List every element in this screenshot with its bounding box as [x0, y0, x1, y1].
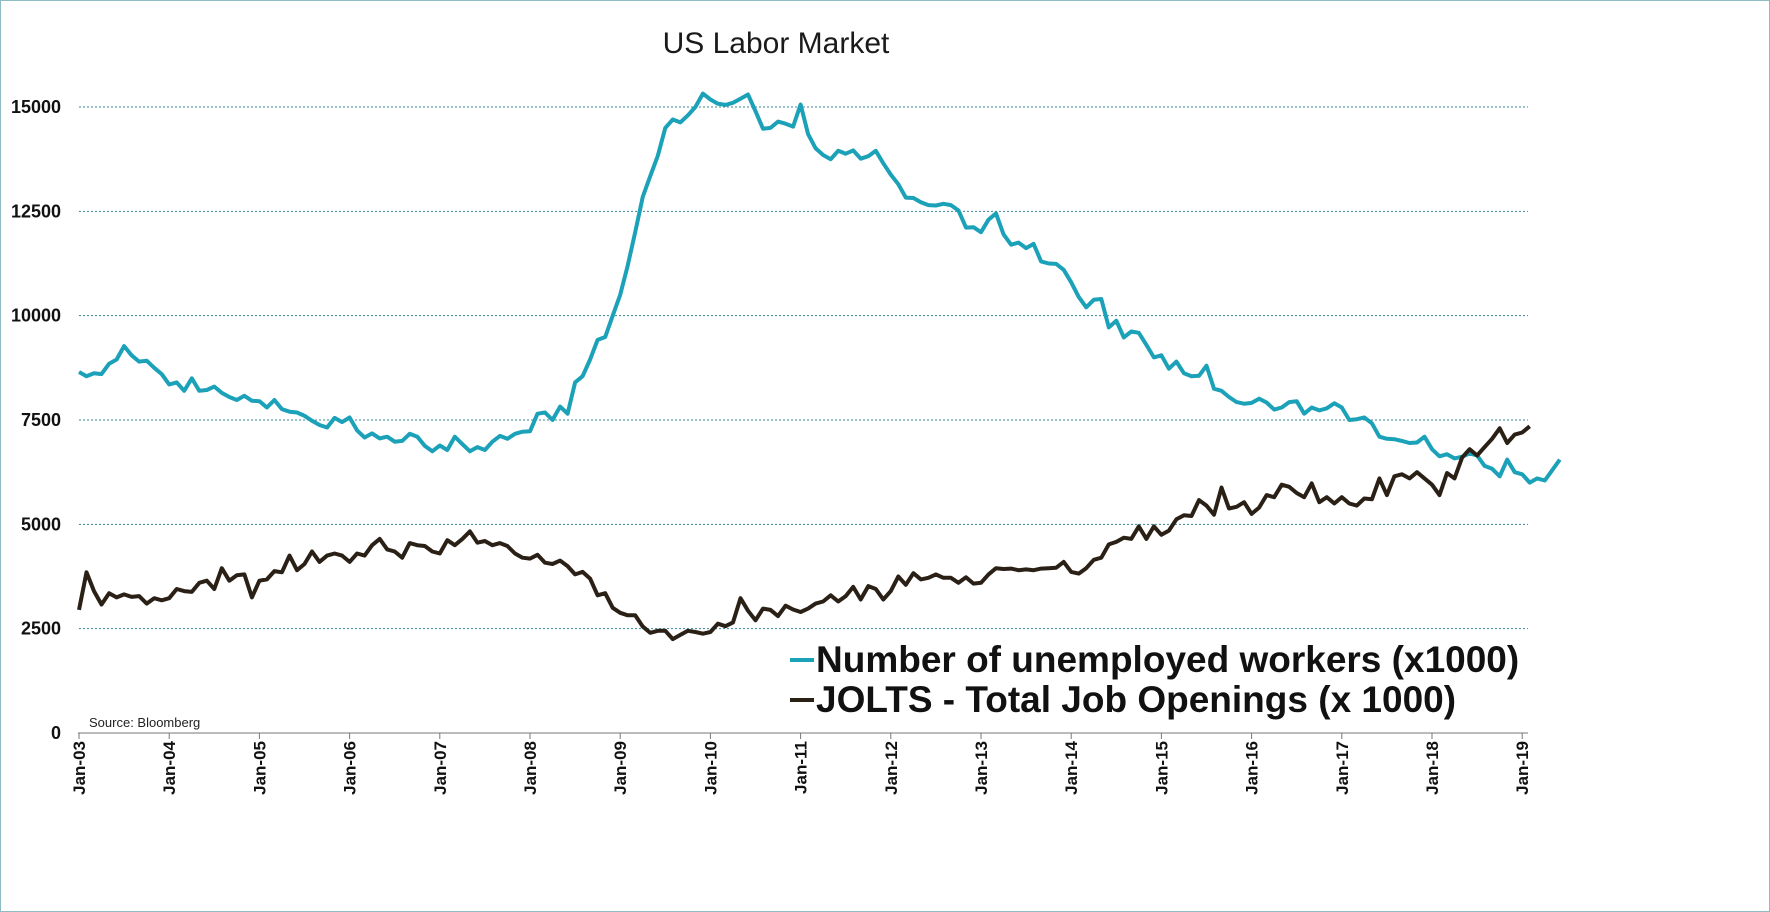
- x-tick-label: Jan-03: [70, 741, 89, 795]
- y-tick-label: 7500: [21, 410, 61, 430]
- x-tick-label: Jan-19: [1513, 741, 1532, 795]
- x-tick-label: Jan-05: [250, 741, 269, 795]
- legend: Number of unemployed workers (x1000) JOL…: [790, 639, 1519, 720]
- x-axis-ticks: Jan-03 Jan-04 Jan-05 Jan-06 Jan-07 Jan-08 Jan-…: [70, 733, 1532, 795]
- x-tick-label: Jan-15: [1152, 741, 1171, 795]
- x-tick-label: Jan-14: [1062, 740, 1081, 794]
- x-tick-label: Jan-06: [341, 741, 360, 795]
- x-tick-label: Jan-18: [1423, 741, 1442, 795]
- x-tick-label: Jan-07: [431, 741, 450, 795]
- y-tick-label: 0: [51, 723, 61, 743]
- x-tick-label: Jan-16: [1243, 741, 1262, 795]
- x-tick-label: Jan-09: [611, 741, 630, 795]
- y-tick-label: 2500: [21, 619, 61, 639]
- chart-title: US Labor Market: [663, 27, 890, 60]
- gridlines: [79, 106, 1528, 630]
- y-tick-label: 15000: [11, 97, 61, 117]
- y-tick-label: 12500: [11, 201, 61, 221]
- series-line-unemployed: [78, 91, 1562, 485]
- x-tick-label: Jan-08: [521, 741, 540, 795]
- x-tick-label: Jan-13: [972, 741, 991, 795]
- x-tick-label: Jan-10: [701, 741, 720, 795]
- x-tick-label: Jan-12: [882, 741, 901, 795]
- x-tick-label: Jan-17: [1333, 741, 1352, 795]
- series-line-jolts: [77, 424, 1531, 642]
- x-tick-label: Jan-04: [160, 740, 179, 794]
- y-tick-label: 10000: [11, 306, 61, 326]
- legend-label-jolts: JOLTS - Total Job Openings (x 1000): [816, 679, 1456, 720]
- x-tick-label: Jan-11: [792, 741, 811, 794]
- y-axis-ticks: 0 2500 5000 7500 10000 12500 15000: [11, 97, 61, 743]
- legend-label-unemployed: Number of unemployed workers (x1000): [816, 639, 1519, 680]
- y-tick-label: 5000: [21, 514, 61, 534]
- series-lines: [77, 91, 1562, 642]
- source-note: Source: Bloomberg: [89, 715, 200, 730]
